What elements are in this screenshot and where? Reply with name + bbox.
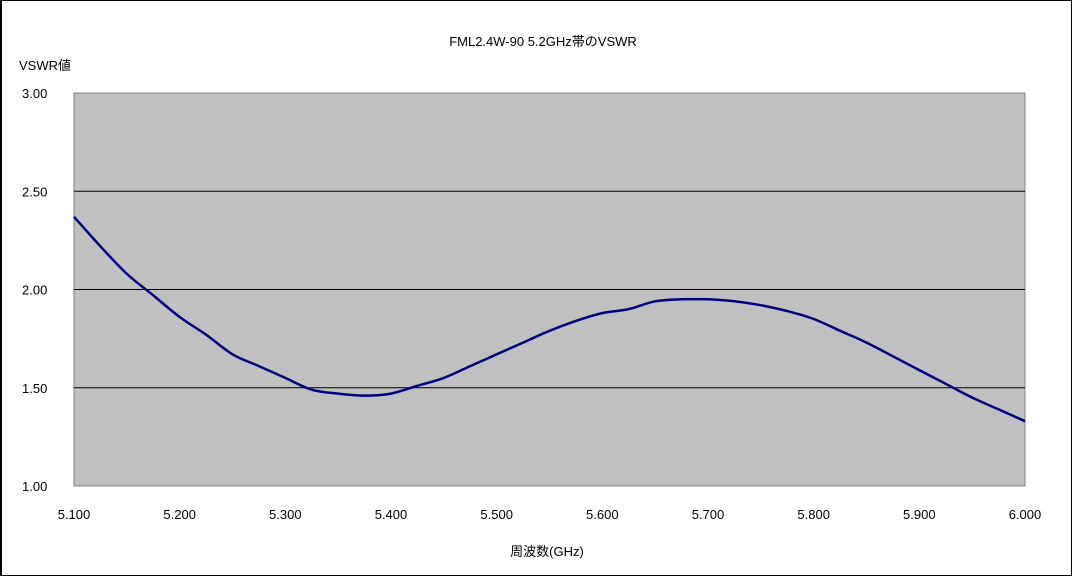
x-tick-label: 5.900: [903, 507, 936, 522]
y-tick-label: 1.50: [22, 381, 47, 396]
gridlines: [74, 190, 1025, 389]
x-tick-label: 5.600: [586, 507, 619, 522]
x-tick-label: 5.700: [692, 507, 725, 522]
x-tick-label: 5.300: [269, 507, 302, 522]
x-tick-label: 5.100: [58, 507, 91, 522]
series-layer: [73, 215, 1026, 423]
x-tick-label: 5.800: [797, 507, 830, 522]
y-tick-label: 1.00: [22, 479, 47, 494]
x-axis-ticks: 5.100 5.200 5.300 5.400 5.500 5.600 5.700 5.800…: [58, 507, 1042, 522]
x-axis-label: 周波数(GHz): [510, 544, 584, 559]
y-tick-label: 2.50: [22, 184, 47, 199]
x-tick-label: 6.000: [1009, 507, 1042, 522]
x-tick-label: 5.400: [375, 507, 408, 522]
chart-title: FML2.4W-90 5.2GHz帯のVSWR: [449, 34, 637, 49]
x-tick-label: 5.200: [163, 507, 196, 522]
y-tick-label: 2.00: [22, 283, 47, 298]
y-tick-label: 3.00: [22, 86, 47, 101]
x-tick-label: 5.500: [480, 507, 513, 522]
y-axis-ticks: 1.00 1.50 2.00 2.50 3.00: [22, 86, 47, 494]
y-axis-label: VSWR値: [19, 58, 71, 73]
